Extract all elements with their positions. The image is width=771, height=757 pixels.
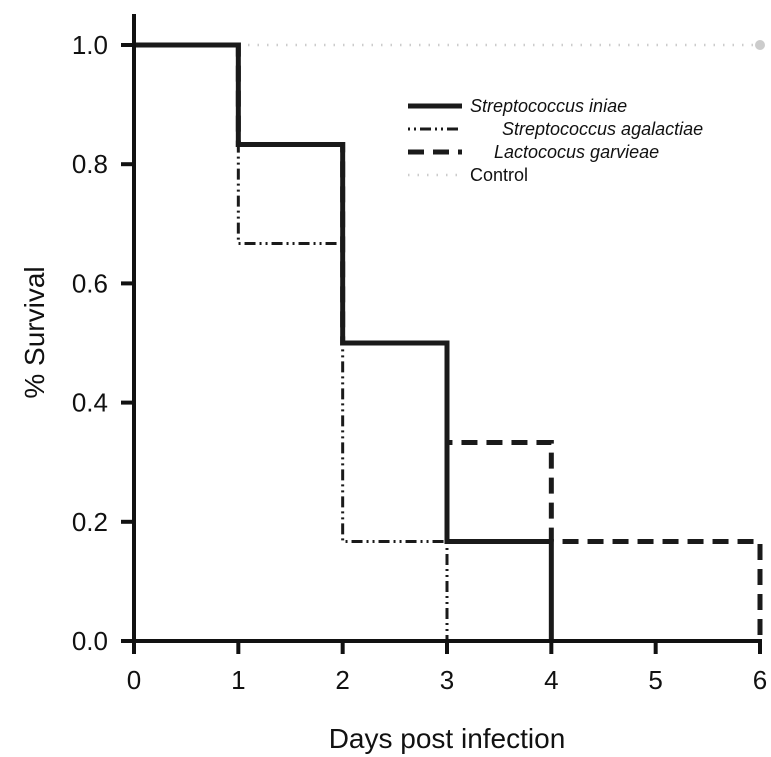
series-layer xyxy=(134,40,765,641)
ticks-layer: 0 1 2 3 4 5 6 0.0 0.2 0.4 0.6 0.8 1.0 xyxy=(72,30,767,695)
x-tick-label: 5 xyxy=(648,665,662,695)
legend-label-1: Streptococcus agalactiae xyxy=(502,119,703,139)
y-tick-label: 0.0 xyxy=(72,626,108,656)
series-line-0 xyxy=(134,42,554,641)
legend-label-0: Streptococcus iniae xyxy=(470,96,627,116)
x-tick-label: 3 xyxy=(440,665,454,695)
y-tick-label: 0.4 xyxy=(72,388,108,418)
x-tick-label: 6 xyxy=(753,665,767,695)
y-tick-label: 0.8 xyxy=(72,149,108,179)
x-tick-label: 1 xyxy=(231,665,245,695)
x-tick-label: 0 xyxy=(127,665,141,695)
x-axis-title: Days post infection xyxy=(329,723,566,754)
legend-label-3: Control xyxy=(470,165,528,185)
legend-label-2: Lactococus garvieae xyxy=(494,142,659,162)
x-tick-label: 4 xyxy=(544,665,558,695)
y-tick-label: 1.0 xyxy=(72,30,108,60)
y-axis-title: % Survival xyxy=(19,266,50,398)
y-tick-label: 0.6 xyxy=(72,268,108,298)
y-tick-label: 0.2 xyxy=(72,507,108,537)
series-end-point xyxy=(755,40,765,50)
legend: Streptococcus iniae Streptococcus agalact… xyxy=(408,96,703,185)
x-tick-label: 2 xyxy=(335,665,349,695)
